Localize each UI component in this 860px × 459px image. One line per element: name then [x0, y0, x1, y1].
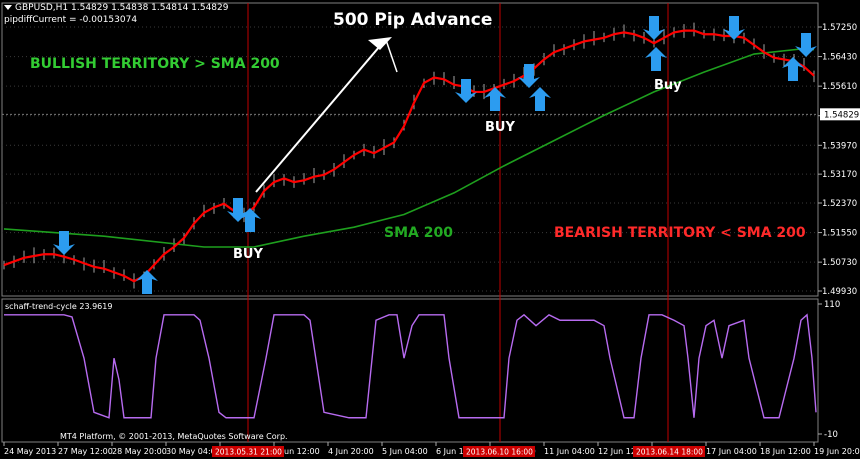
symbol-line: GBPUSD,H1 1.54829 1.54838 1.54814 1.5482…	[15, 3, 229, 13]
price-tick-label: 1.49930	[822, 287, 857, 297]
time-tick-label: 24 May 2013	[4, 447, 56, 456]
price-tick-label: 1.53170	[822, 170, 857, 180]
time-tick-label: 11 Jun 04:00	[544, 447, 595, 456]
time-tick-label: 12 Jun 12:00	[598, 447, 649, 456]
current-price-label: 1.54829	[824, 110, 859, 120]
sma-200-line	[3, 47, 815, 248]
main-panel-frame	[1, 2, 819, 297]
current-price-box	[820, 108, 860, 121]
sell-arrow-icon	[53, 231, 75, 255]
time-tick-label: 4 Jun 20:00	[328, 447, 374, 456]
highlight-date-label: 2013.06.14 18:00	[636, 448, 703, 457]
price-tick-label: 1.53970	[822, 141, 857, 151]
price-tick-label: 1.51550	[822, 229, 857, 239]
buy-arrow-icon	[782, 57, 804, 81]
advance-line	[255, 39, 386, 193]
price-tick-label: 1.55610	[822, 82, 857, 92]
time-tick-label: 18 Jun 12:00	[760, 447, 811, 456]
stc-panel-frame	[1, 298, 819, 443]
time-tick-label: 3 Jun 12:00	[274, 447, 320, 456]
advance-label: 500 Pip Advance	[333, 10, 492, 30]
sell-arrow-icon	[518, 64, 540, 88]
copyright-text: MT4 Platform, © 2001-2013, MetaQuotes So…	[60, 432, 288, 441]
time-tick-label: 28 May 20:00	[112, 447, 167, 456]
buy-arrow-icon	[484, 87, 506, 111]
sell-arrow-icon	[455, 79, 477, 103]
symbol-header: GBPUSD,H1 1.54829 1.54838 1.54814 1.5482…	[4, 3, 228, 13]
advance-callout-line	[385, 39, 398, 73]
buy-arrow-icon	[136, 270, 158, 294]
sell-arrow-icon	[723, 16, 745, 40]
stc-tick-label: 110	[824, 300, 840, 310]
highlight-date-box	[463, 446, 535, 457]
bearish-territory-label: BEARISH TERRITORY < SMA 200	[554, 225, 806, 241]
buy-arrow-icon	[529, 87, 551, 111]
bullish-territory-label: BULLISH TERRITORY > SMA 200	[30, 56, 280, 72]
stc-tick-label: -10	[824, 430, 838, 440]
stc-title: schaff-trend-cycle 23.9619	[5, 302, 112, 311]
time-tick-label: 27 May 12:00	[58, 447, 113, 456]
highlight-date-box	[633, 446, 705, 457]
time-tick-label: 5 Jun 04:00	[382, 447, 428, 456]
highlight-date-label: 2013.05.31 21:00	[215, 448, 282, 457]
sma-200-label: SMA 200	[384, 225, 453, 241]
schaff-trend-cycle-line	[4, 313, 817, 419]
price-tick-label: 1.57250	[822, 23, 857, 33]
sell-arrow-icon	[795, 33, 817, 57]
highlight-date-box	[212, 446, 284, 457]
buy-arrow-icon	[239, 208, 261, 232]
buy-label: Buy	[654, 78, 682, 93]
time-tick-label: 17 Jun 04:00	[706, 447, 757, 456]
buy-label: BUY	[485, 120, 515, 135]
price-tick-label: 1.52370	[822, 199, 857, 209]
sell-arrow-icon	[643, 16, 665, 40]
buy-label: BUY	[233, 247, 263, 262]
time-tick-label: 30 May 04:00	[166, 447, 221, 456]
time-tick-label: 6 Jun 12:00	[436, 447, 482, 456]
time-tick-label: 19 Jun 20:00	[814, 447, 860, 456]
buy-arrow-icon	[645, 47, 667, 71]
indicator-readout: pipdiffCurrent = -0.00153074	[4, 15, 138, 25]
collapse-triangle-icon[interactable]	[4, 5, 12, 10]
price-tick-label: 1.50730	[822, 258, 857, 268]
price-tick-label: 1.56430	[822, 53, 857, 63]
highlight-date-label: 2013.06.10 16:00	[466, 448, 533, 457]
